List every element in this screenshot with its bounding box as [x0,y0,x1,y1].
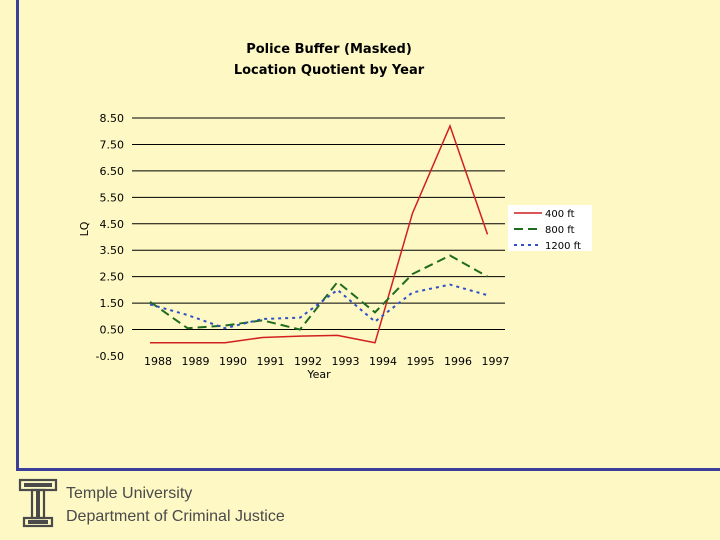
gridlines [132,117,505,331]
legend: 400 ft 800 ft 1200 ft [508,205,592,252]
y-tick-label: 3.50 [100,244,125,257]
y-tick-label: 8.50 [100,112,125,125]
y-tick-label: 7.50 [100,138,125,151]
x-tick-label: 1991 [257,355,285,368]
x-tick-label: 1989 [182,355,210,368]
chart-subtitle: Location Quotient by Year [234,63,425,78]
series-line-400-ft [150,123,489,344]
x-tick-label: 1993 [332,355,360,368]
y-axis-label: LQ [78,221,91,236]
x-tick-label: 1992 [294,355,322,368]
x-tick-labels: 1988 1989 1990 1991 1992 1993 1994 1995 1996 1997 [144,355,510,368]
x-tick-label: 1997 [482,355,510,368]
y-tick-label: 6.50 [100,165,125,178]
temple-t-logo-icon [18,478,58,528]
chart-title: Police Buffer (Masked) [246,42,412,57]
series-line-800-ft [149,254,488,331]
legend-label: 400 ft [545,209,575,220]
y-tick-label: 1.50 [100,297,125,310]
bottom-accent-rule [16,468,720,471]
x-tick-label: 1996 [444,355,472,368]
y-tick-labels: 8.50 7.50 6.50 5.50 4.50 3.50 2.50 1.50 0.50 -0.5… [96,112,124,363]
x-axis-label: Year [306,368,331,381]
x-tick-label: 1994 [369,355,397,368]
y-tick-label: 2.50 [100,271,125,284]
x-tick-label: 1990 [219,355,247,368]
x-tick-label: 1995 [407,355,435,368]
y-tick-label: 5.50 [100,191,125,204]
y-tick-label: 4.50 [100,218,125,231]
series-line-1200-ft [149,283,488,330]
x-tick-label: 1988 [144,355,172,368]
footer-department: Department of Criminal Justice [66,508,285,525]
line-chart: Police Buffer (Masked) Location Quotient… [78,42,592,381]
footer-university: Temple University [66,485,193,502]
y-tick-label: -0.50 [96,350,124,363]
left-accent-rule [16,0,19,470]
legend-label: 800 ft [545,225,575,236]
legend-label: 1200 ft [545,241,581,252]
y-tick-label: 0.50 [100,324,125,337]
series-lines [149,123,489,344]
